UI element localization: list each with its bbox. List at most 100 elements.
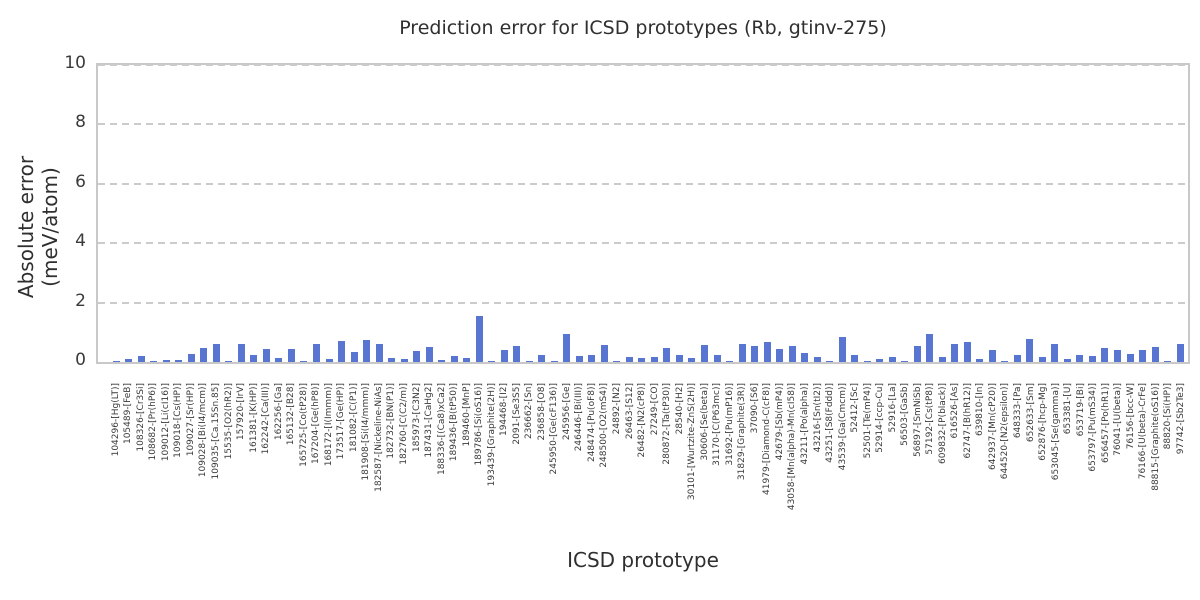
bar-43058-[Mn(alpha)-Mn(cI58)]	[788, 346, 796, 362]
x-tick-label: 2091-[Se3S5]	[511, 383, 522, 445]
x-tick-label: 248474-[Pu(oF8)]	[586, 383, 597, 463]
bar-slot	[223, 65, 236, 362]
bar-slot	[348, 65, 361, 362]
x-tick-label: 76041-[U(beta)]	[1113, 383, 1124, 456]
bar-26482-[N2(cP8)]	[638, 358, 646, 362]
bar-slot	[949, 65, 962, 362]
x-tick-label: 56897-[SmNiSb]	[912, 383, 923, 458]
bar-189460-[MnP]	[463, 358, 471, 362]
bar-245956-[Ge]	[563, 334, 571, 362]
bar-slot	[786, 65, 799, 362]
x-tick-label: 189460-[MnP]	[461, 383, 472, 447]
bar-52501-[Te(mP4)]	[863, 361, 871, 362]
bar-182760-[C(C2/m)]	[400, 358, 408, 362]
x-axis-label: ICSD prototype	[567, 548, 719, 572]
bar-248500-[O2(mS4)]	[600, 345, 608, 362]
x-tick-label: 109028-[Bi(I4/mcm)]	[198, 383, 209, 478]
bar-27249-[CO]	[650, 357, 658, 362]
bar-slot	[473, 65, 486, 362]
bar-642937-[Mn(cP20)]	[988, 350, 996, 362]
bar-slot	[698, 65, 711, 362]
bar-161381-[K(HP)]	[250, 354, 258, 362]
gridline-y8	[98, 123, 1188, 126]
y-tick-label: 4	[75, 231, 86, 252]
bar-slot	[160, 65, 173, 362]
x-tick-label: 236662-[Sn]	[524, 383, 535, 440]
x-tick-label: 42679-[Sb(mP4)]	[774, 383, 785, 461]
x-tick-label: 188336-[(Ca8)xCa2]	[436, 383, 447, 476]
bar-42679-[Sb(mP4)]	[776, 348, 784, 362]
bar-slot	[673, 65, 686, 362]
x-tick-label: 161381-[K(HP)]	[248, 383, 259, 453]
bar-slot	[536, 65, 549, 362]
x-tick-label: 108682-[Pr(hP6)]	[148, 383, 159, 461]
bar-slot	[360, 65, 373, 362]
bar-slot	[736, 65, 749, 362]
x-tick-label: 30606-[Se(beta)]	[699, 383, 710, 461]
chart-title: Prediction error for ICSD prototypes (Rb…	[399, 17, 887, 39]
bar-slot	[298, 65, 311, 362]
bar-656457-[Po(hR1)]	[1101, 348, 1109, 362]
bar-109027-[Sr(HP)]	[187, 353, 195, 362]
bar-slot	[1149, 65, 1162, 362]
bar-168172-[I(Immm)]	[325, 359, 333, 362]
bar-52914-[ccp-Cu]	[876, 359, 884, 362]
bar-slot	[974, 65, 987, 362]
x-tick-label: 182587-[Nickeline-NiAs]	[373, 383, 384, 492]
x-tick-label: 280872-[Ta(tP30)]	[662, 383, 673, 465]
x-tick-label: 97742-[Sb2Te3]	[1175, 383, 1186, 455]
x-tick-label: 43539-[Ga(Cmcm)]	[837, 383, 848, 471]
bar-slot	[1099, 65, 1112, 362]
x-tick-label: 189786-[Si(oS16)]	[474, 383, 485, 466]
x-tick-label: 648333-[Pa]	[1013, 383, 1024, 439]
bar-slot	[924, 65, 937, 362]
x-tick-label: 109012-[Li(cI16)]	[160, 383, 171, 462]
bar-slot	[448, 65, 461, 362]
bar-slot	[373, 65, 386, 362]
bar-31170-[C(P63mc)]	[713, 354, 721, 362]
bar-62747-[B(hR12)]	[963, 341, 971, 362]
x-tick-label: 43216-[Sn(tI2)]	[812, 383, 823, 453]
gridline-y6	[98, 182, 1188, 185]
bar-188336-[(Ca8)xCa2]	[438, 360, 446, 362]
bar-43211-[Po(alpha)]	[801, 352, 809, 362]
x-tick-label: 41979-[Diamond-C(cF8)]	[762, 383, 773, 495]
bar-182587-[Nickeline-NiAs]	[375, 344, 383, 362]
gridline-y4	[98, 242, 1188, 245]
bar-slot	[861, 65, 874, 362]
bar-slot	[761, 65, 774, 362]
bar-189436-[B(tP50)]	[450, 356, 458, 362]
bar-43251-[S8(Fddd)]	[826, 361, 834, 362]
bar-56897-[SmNiSb]	[913, 346, 921, 362]
bar-slot	[123, 65, 136, 362]
bar-37090-[S6]	[751, 346, 759, 362]
x-tick-label: 653381-[U]	[1063, 383, 1074, 435]
bar-104296-[Hg(LT)]	[112, 361, 120, 362]
bar-slot	[686, 65, 699, 362]
bar-slot	[135, 65, 148, 362]
bar-2091-[Se3S5]	[513, 346, 521, 362]
x-tick-label: 167204-[Ge(hP8)]	[311, 383, 322, 465]
x-tick-label: 181908-[Si(I4/mmm)]	[361, 383, 372, 481]
x-tick-label: 15535-[O2(hR2)]	[223, 383, 234, 460]
bar-slot	[1111, 65, 1124, 362]
bar-185973-[C3N2]	[413, 351, 421, 362]
x-tick-label: 165132-[B28]	[286, 383, 297, 446]
x-tick-label: 76156-[bcc-W]	[1125, 383, 1136, 450]
bar-30101-[Wurtzite-ZnS(2H)]	[688, 358, 696, 362]
bar-31829-[Graphite(3R)]	[738, 343, 746, 362]
bar-76156-[bcc-W]	[1126, 353, 1134, 362]
x-tick-label: 656457-[Po(hR1)]	[1100, 383, 1111, 463]
bar-43216-[Sn(tI2)]	[813, 356, 821, 362]
bar-653045-[Se(gamma)]	[1051, 343, 1059, 362]
x-tick-label: 27249-[CO]	[649, 383, 660, 436]
bar-slot	[886, 65, 899, 362]
bar-slot	[1161, 65, 1174, 362]
bar-slot	[1036, 65, 1049, 362]
x-tick-label: 109035-[Ca.15Sn.85]	[211, 383, 222, 480]
bar-slot	[798, 65, 811, 362]
bar-109018-[Cs(HP)]	[175, 360, 183, 362]
gridline-y10	[98, 64, 1188, 66]
bar-slot	[1024, 65, 1037, 362]
